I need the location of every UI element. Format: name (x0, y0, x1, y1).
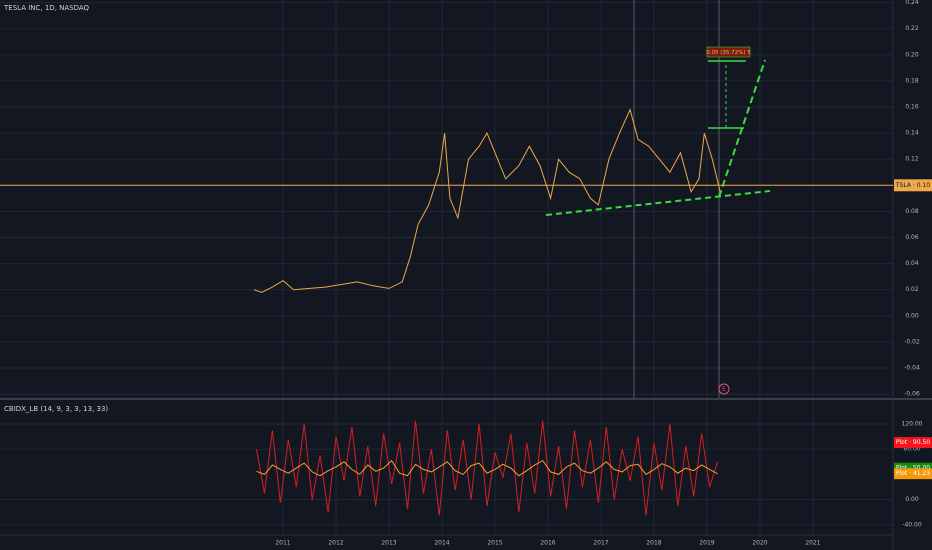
earnings-marker[interactable] (718, 383, 730, 395)
annotation: 0.05 (35.72%) 5 (706, 50, 751, 56)
series-line (253, 108, 721, 293)
y-tick-label: 0.12 (905, 156, 919, 163)
plot-value-label: Plot · 50.00 (896, 465, 930, 472)
series-line (256, 420, 719, 516)
earnings-label[interactable]: E (722, 386, 726, 393)
y-tick-label: 0.04 (905, 260, 919, 267)
y-tick-label: 0.22 (905, 25, 919, 32)
chart-title: TESLA INC, 1D, NASDAQ (3, 4, 90, 12)
x-tick-label: 2014 (434, 540, 449, 547)
x-tick-label: 2019 (699, 540, 714, 547)
y-tick-label: 0.16 (905, 104, 919, 111)
indicator-title: CBIDX_LB (14, 9, 3, 3, 13, 33) (4, 405, 108, 413)
x-tick-label: 2020 (752, 540, 767, 547)
trendline (545, 190, 771, 216)
y-tick-label: 80.00 (903, 446, 920, 453)
x-tick-label: 2018 (646, 540, 661, 547)
x-tick-label: 2016 (540, 540, 555, 547)
y-tick-label: 0.00 (905, 312, 919, 319)
annotation-box (706, 46, 751, 58)
y-tick-label: -0.04 (904, 364, 920, 371)
plot-value-label: Plot · 90.50 (896, 439, 930, 446)
plot-value-tag (894, 437, 932, 449)
y-tick-label: 0.06 (905, 234, 919, 241)
y-tick-label: 0.24 (905, 0, 919, 6)
y-tick-label: -0.06 (904, 391, 920, 398)
y-tick-label: 0.14 (905, 130, 919, 137)
x-tick-label: 2017 (593, 540, 608, 547)
y-tick-label: 0.18 (905, 77, 919, 84)
y-tick-label: 0.20 (905, 51, 919, 58)
series-line (256, 459, 718, 477)
last-price-label: TSLA · 0.10 (895, 182, 930, 189)
x-tick-label: 2013 (381, 540, 396, 547)
plot-value-tag (894, 462, 932, 474)
x-tick-label: 2012 (328, 540, 343, 547)
x-tick-label: 2015 (487, 540, 502, 547)
last-price-tag (894, 179, 932, 192)
plot-value-label: Plot · 41.23 (896, 470, 930, 477)
x-tick-label: 2021 (805, 540, 820, 547)
y-tick-label: 0.00 (905, 496, 919, 503)
y-tick-label: -0.02 (904, 338, 920, 345)
y-tick-label: 0.02 (905, 286, 919, 293)
y-tick-label: 120.00 (902, 420, 923, 427)
y-tick-label: 0.08 (905, 208, 919, 215)
y-tick-label: -40.00 (902, 521, 922, 528)
plot-value-tag (894, 468, 932, 480)
x-tick-label: 2011 (275, 540, 290, 547)
